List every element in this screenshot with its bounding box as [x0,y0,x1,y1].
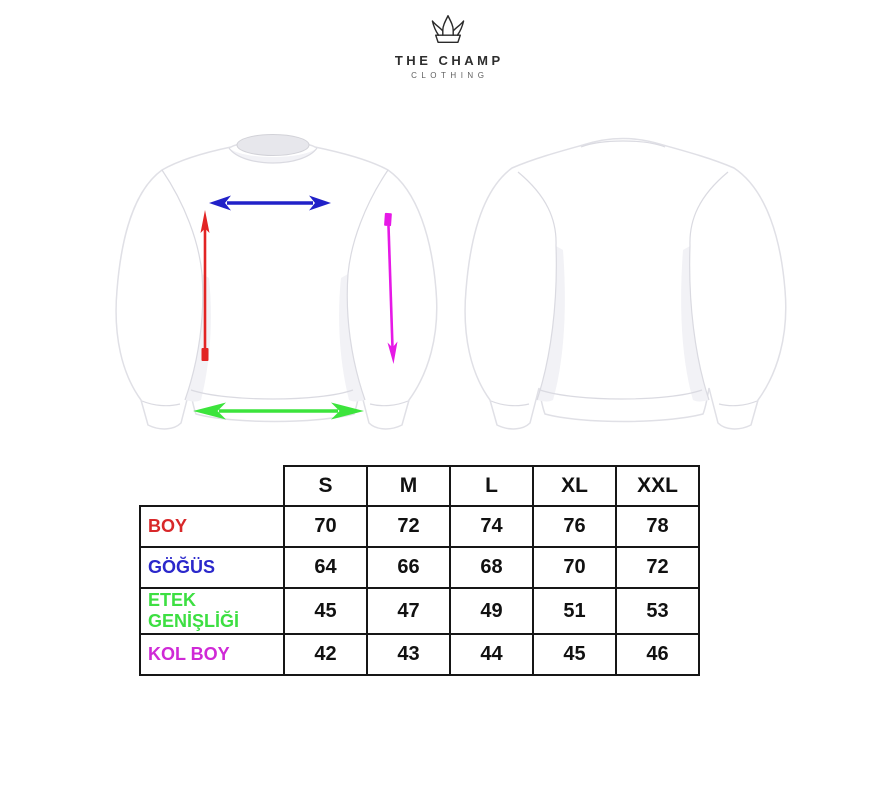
size-value-cell: 51 [532,587,617,635]
size-header-row: S M L XL XXL [140,465,700,507]
crown-icon [431,15,464,43]
table-row: GÖĞÜS 64 66 68 70 72 [139,546,700,589]
size-table-corner [140,466,284,506]
table-row: ETEK GENİŞLİĞİ 45 47 49 51 53 [139,587,700,635]
size-column-header: XXL [615,465,700,507]
size-value-cell: 76 [532,505,617,548]
size-value-cell: 46 [615,633,700,676]
brand-tagline: CLOTHING [411,71,489,80]
table-row: BOY 70 72 74 76 78 [139,505,700,548]
sleeve-length-arrow [384,212,398,364]
size-value-cell: 70 [532,546,617,589]
hem-width-arrow [193,402,364,420]
sweatshirt-front-image [115,134,438,430]
chest-width-arrow [209,195,331,211]
size-value-cell: 49 [449,587,534,635]
sweatshirt-front-garment [115,134,438,430]
size-value-cell: 78 [615,505,700,548]
table-row: KOL BOY 42 43 44 45 46 [139,633,700,676]
size-value-cell: 64 [283,546,368,589]
size-value-cell: 72 [366,505,451,548]
size-value-cell: 66 [366,546,451,589]
sweatshirt-back-image [464,137,787,430]
size-value-cell: 47 [366,587,451,635]
size-value-cell: 45 [283,587,368,635]
measure-row-label: ETEK GENİŞLİĞİ [139,587,285,635]
measure-row-label: BOY [139,505,285,548]
size-column-header: S [283,465,368,507]
size-value-cell: 74 [449,505,534,548]
brand-logo: THE CHAMP CLOTHING [0,13,895,80]
size-value-cell: 68 [449,546,534,589]
size-value-cell: 53 [615,587,700,635]
size-value-cell: 70 [283,505,368,548]
brand-name: THE CHAMP [394,53,504,68]
size-value-cell: 44 [449,633,534,676]
size-value-cell: 72 [615,546,700,589]
size-table: S M L XL XXL BOY 70 72 74 76 78 GÖĞÜS 64… [139,465,700,676]
size-column-header: XL [532,465,617,507]
measure-row-label: KOL BOY [139,633,285,676]
size-column-header: L [449,465,534,507]
measure-row-label: GÖĞÜS [139,546,285,589]
size-value-cell: 42 [283,633,368,676]
body-length-arrow [200,210,210,361]
sweatshirt-back-garment [464,137,787,430]
size-value-cell: 43 [366,633,451,676]
size-column-header: M [366,465,451,507]
size-value-cell: 45 [532,633,617,676]
